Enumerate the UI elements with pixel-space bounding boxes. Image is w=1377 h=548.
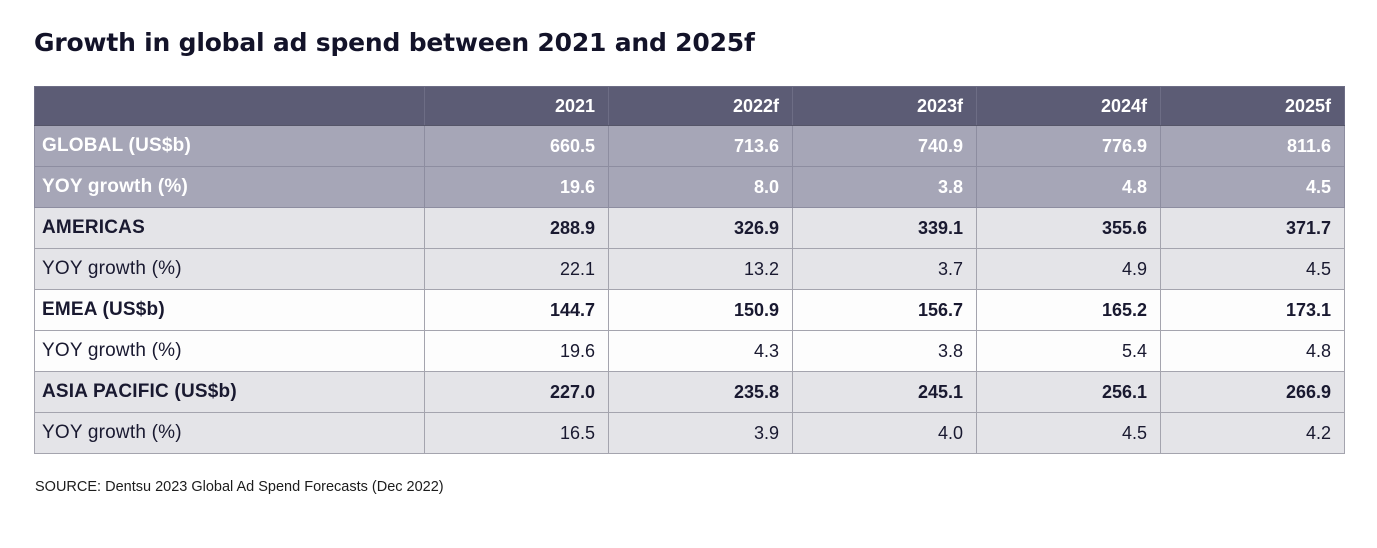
cell-value: 3.9 <box>608 412 793 454</box>
row-label: YOY growth (%) <box>34 330 425 372</box>
cell-value: 288.9 <box>424 207 609 249</box>
header-cell-2021: 2021 <box>424 86 609 126</box>
row-label: ASIA PACIFIC (US$b) <box>34 371 425 413</box>
cell-value: 16.5 <box>424 412 609 454</box>
cell-value: 4.8 <box>1160 330 1345 372</box>
cell-value: 235.8 <box>608 371 793 413</box>
table-row-asia-pacific: ASIA PACIFIC (US$b) 227.0 235.8 245.1 25… <box>34 371 1345 413</box>
cell-value: 3.8 <box>792 166 977 208</box>
cell-value: 326.9 <box>608 207 793 249</box>
table-row-global-yoy: YOY growth (%) 19.6 8.0 3.8 4.8 4.5 <box>34 166 1345 208</box>
cell-value: 4.5 <box>1160 248 1345 290</box>
cell-value: 3.8 <box>792 330 977 372</box>
source-note: SOURCE: Dentsu 2023 Global Ad Spend Fore… <box>35 479 444 495</box>
cell-value: 8.0 <box>608 166 793 208</box>
cell-value: 227.0 <box>424 371 609 413</box>
cell-value: 811.6 <box>1160 125 1345 167</box>
cell-value: 355.6 <box>976 207 1161 249</box>
cell-value: 156.7 <box>792 289 977 331</box>
header-cell-label <box>34 86 425 126</box>
header-cell-2022f: 2022f <box>608 86 793 126</box>
cell-value: 4.5 <box>1160 166 1345 208</box>
cell-value: 3.7 <box>792 248 977 290</box>
cell-value: 371.7 <box>1160 207 1345 249</box>
table-row-americas: AMERICAS 288.9 326.9 339.1 355.6 371.7 <box>34 207 1345 249</box>
cell-value: 776.9 <box>976 125 1161 167</box>
row-label: GLOBAL (US$b) <box>34 125 425 167</box>
table-row-asia-pacific-yoy: YOY growth (%) 16.5 3.9 4.0 4.5 4.2 <box>34 412 1345 454</box>
cell-value: 266.9 <box>1160 371 1345 413</box>
table-row-emea-yoy: YOY growth (%) 19.6 4.3 3.8 5.4 4.8 <box>34 330 1345 372</box>
header-cell-2025f: 2025f <box>1160 86 1345 126</box>
cell-value: 740.9 <box>792 125 977 167</box>
row-label: AMERICAS <box>34 207 425 249</box>
cell-value: 5.4 <box>976 330 1161 372</box>
cell-value: 13.2 <box>608 248 793 290</box>
cell-value: 4.5 <box>976 412 1161 454</box>
header-cell-2024f: 2024f <box>976 86 1161 126</box>
cell-value: 4.0 <box>792 412 977 454</box>
cell-value: 165.2 <box>976 289 1161 331</box>
cell-value: 19.6 <box>424 330 609 372</box>
header-cell-2023f: 2023f <box>792 86 977 126</box>
cell-value: 150.9 <box>608 289 793 331</box>
row-label: YOY growth (%) <box>34 412 425 454</box>
cell-value: 339.1 <box>792 207 977 249</box>
ad-spend-table: 2021 2022f 2023f 2024f 2025f GLOBAL (US$… <box>34 86 1345 454</box>
cell-value: 256.1 <box>976 371 1161 413</box>
table-row-global: GLOBAL (US$b) 660.5 713.6 740.9 776.9 81… <box>34 125 1345 167</box>
cell-value: 660.5 <box>424 125 609 167</box>
table-row-emea: EMEA (US$b) 144.7 150.9 156.7 165.2 173.… <box>34 289 1345 331</box>
cell-value: 4.8 <box>976 166 1161 208</box>
cell-value: 173.1 <box>1160 289 1345 331</box>
cell-value: 4.9 <box>976 248 1161 290</box>
cell-value: 22.1 <box>424 248 609 290</box>
cell-value: 4.3 <box>608 330 793 372</box>
table-row-americas-yoy: YOY growth (%) 22.1 13.2 3.7 4.9 4.5 <box>34 248 1345 290</box>
page-title: Growth in global ad spend between 2021 a… <box>34 28 755 57</box>
row-label: YOY growth (%) <box>34 166 425 208</box>
cell-value: 4.2 <box>1160 412 1345 454</box>
cell-value: 19.6 <box>424 166 609 208</box>
cell-value: 713.6 <box>608 125 793 167</box>
cell-value: 144.7 <box>424 289 609 331</box>
row-label: EMEA (US$b) <box>34 289 425 331</box>
row-label: YOY growth (%) <box>34 248 425 290</box>
cell-value: 245.1 <box>792 371 977 413</box>
table-header-row: 2021 2022f 2023f 2024f 2025f <box>34 86 1345 126</box>
page: Growth in global ad spend between 2021 a… <box>34 28 1345 495</box>
